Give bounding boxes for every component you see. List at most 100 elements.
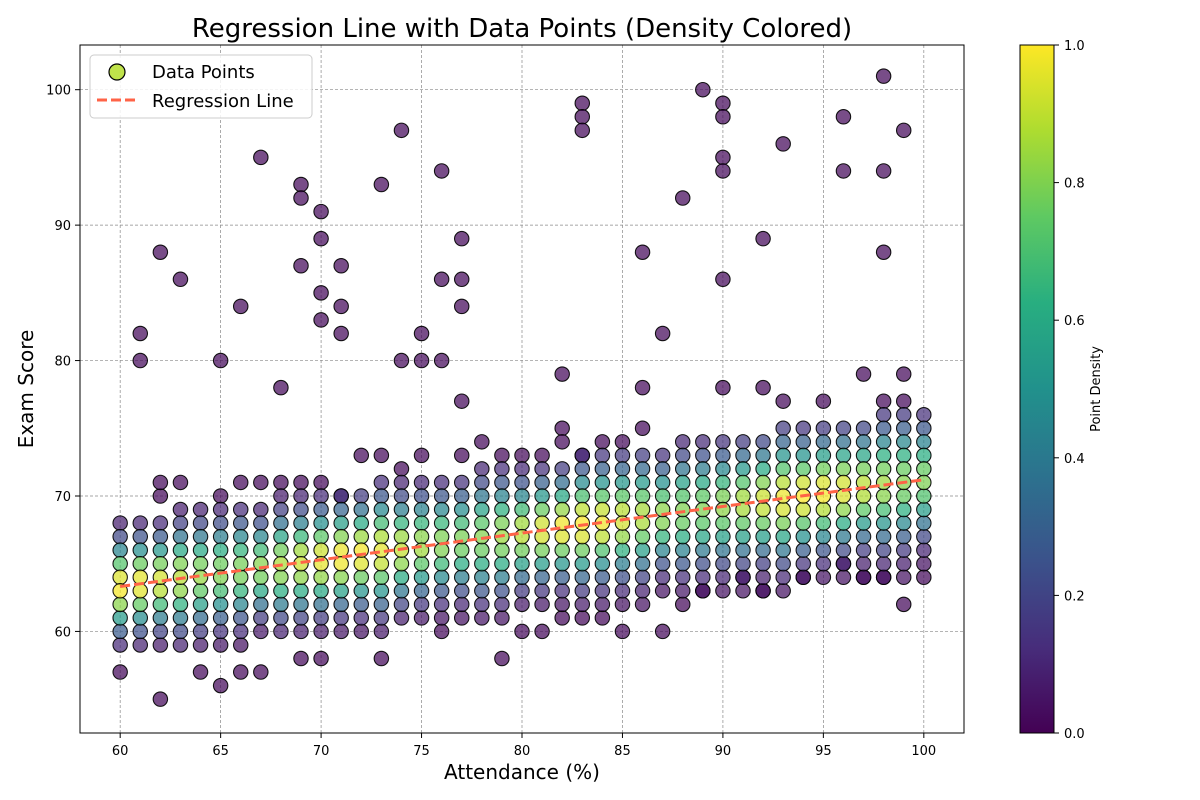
data-point <box>232 610 249 626</box>
data-point <box>534 596 550 613</box>
data-point <box>413 569 430 586</box>
data-point <box>413 488 430 504</box>
data-point <box>916 461 932 477</box>
data-point <box>715 569 731 586</box>
data-point <box>172 610 189 626</box>
data-point <box>353 555 370 572</box>
data-point <box>172 515 189 531</box>
data-point <box>735 488 751 504</box>
data-point <box>534 447 550 464</box>
data-point <box>674 515 691 531</box>
data-point <box>554 434 570 450</box>
data-point <box>192 610 209 626</box>
data-point <box>313 515 329 531</box>
data-point <box>835 420 852 437</box>
data-point <box>835 461 852 477</box>
data-point <box>554 366 570 382</box>
data-point <box>916 542 932 558</box>
data-point <box>393 569 410 586</box>
data-point <box>654 528 671 545</box>
data-point <box>654 474 671 491</box>
data-point <box>574 542 591 558</box>
y-tick-label: 60 <box>54 625 71 640</box>
data-point <box>755 501 771 518</box>
data-point <box>695 474 711 491</box>
data-point <box>775 474 791 491</box>
data-point <box>815 528 832 545</box>
data-point <box>755 461 771 477</box>
data-point <box>273 474 289 491</box>
data-point <box>192 501 209 518</box>
data-point <box>735 569 751 586</box>
data-point <box>875 569 892 586</box>
data-point <box>353 515 370 531</box>
data-point <box>574 488 591 504</box>
data-point <box>835 528 852 545</box>
data-point <box>293 623 309 640</box>
data-point <box>212 623 229 640</box>
data-point <box>433 474 450 491</box>
data-point <box>554 420 570 437</box>
data-point <box>775 434 791 450</box>
colorbar-tick-label: 1.0 <box>1064 39 1085 54</box>
data-point <box>594 447 611 464</box>
data-point <box>574 528 591 545</box>
data-point <box>574 122 591 139</box>
data-point <box>273 488 289 504</box>
data-point <box>393 352 410 369</box>
data-point <box>494 596 510 613</box>
data-point <box>654 488 671 504</box>
data-point <box>594 569 611 586</box>
data-point <box>453 488 470 504</box>
data-point <box>554 542 570 558</box>
data-point <box>594 542 611 558</box>
data-point <box>594 528 611 545</box>
data-point <box>273 583 289 599</box>
data-point <box>835 569 852 586</box>
data-point <box>474 555 490 572</box>
data-point <box>654 461 671 477</box>
data-point <box>293 583 309 599</box>
data-point <box>554 501 570 518</box>
data-point <box>895 596 912 613</box>
data-point <box>212 610 229 626</box>
data-point <box>353 528 370 545</box>
colorbar-tick-label: 0.6 <box>1064 314 1085 329</box>
data-point <box>132 352 149 369</box>
data-point <box>273 542 289 558</box>
data-point <box>413 501 430 518</box>
data-point <box>373 623 390 640</box>
data-point <box>715 271 731 288</box>
data-point <box>132 623 149 640</box>
data-point <box>634 461 651 477</box>
data-point <box>293 596 309 613</box>
data-point <box>112 515 128 531</box>
data-point <box>594 474 611 491</box>
data-point <box>534 623 550 640</box>
data-point <box>333 569 349 586</box>
x-tick-label: 75 <box>413 744 430 759</box>
data-point <box>333 583 349 599</box>
data-point <box>514 583 530 599</box>
data-point <box>875 555 892 572</box>
data-point <box>474 610 490 626</box>
data-point <box>232 583 249 599</box>
data-point <box>474 501 490 518</box>
data-point <box>494 501 510 518</box>
data-point <box>775 488 791 504</box>
data-point <box>333 325 349 342</box>
data-point <box>574 569 591 586</box>
data-point <box>895 447 912 464</box>
data-point <box>152 623 169 640</box>
data-point <box>695 434 711 450</box>
data-point <box>413 596 430 613</box>
data-point <box>715 542 731 558</box>
data-point <box>172 474 189 491</box>
data-point <box>855 434 872 450</box>
data-point <box>715 461 731 477</box>
data-point <box>735 434 751 450</box>
data-point <box>855 542 872 558</box>
data-point <box>674 542 691 558</box>
data-point <box>594 555 611 572</box>
data-point <box>353 610 370 626</box>
